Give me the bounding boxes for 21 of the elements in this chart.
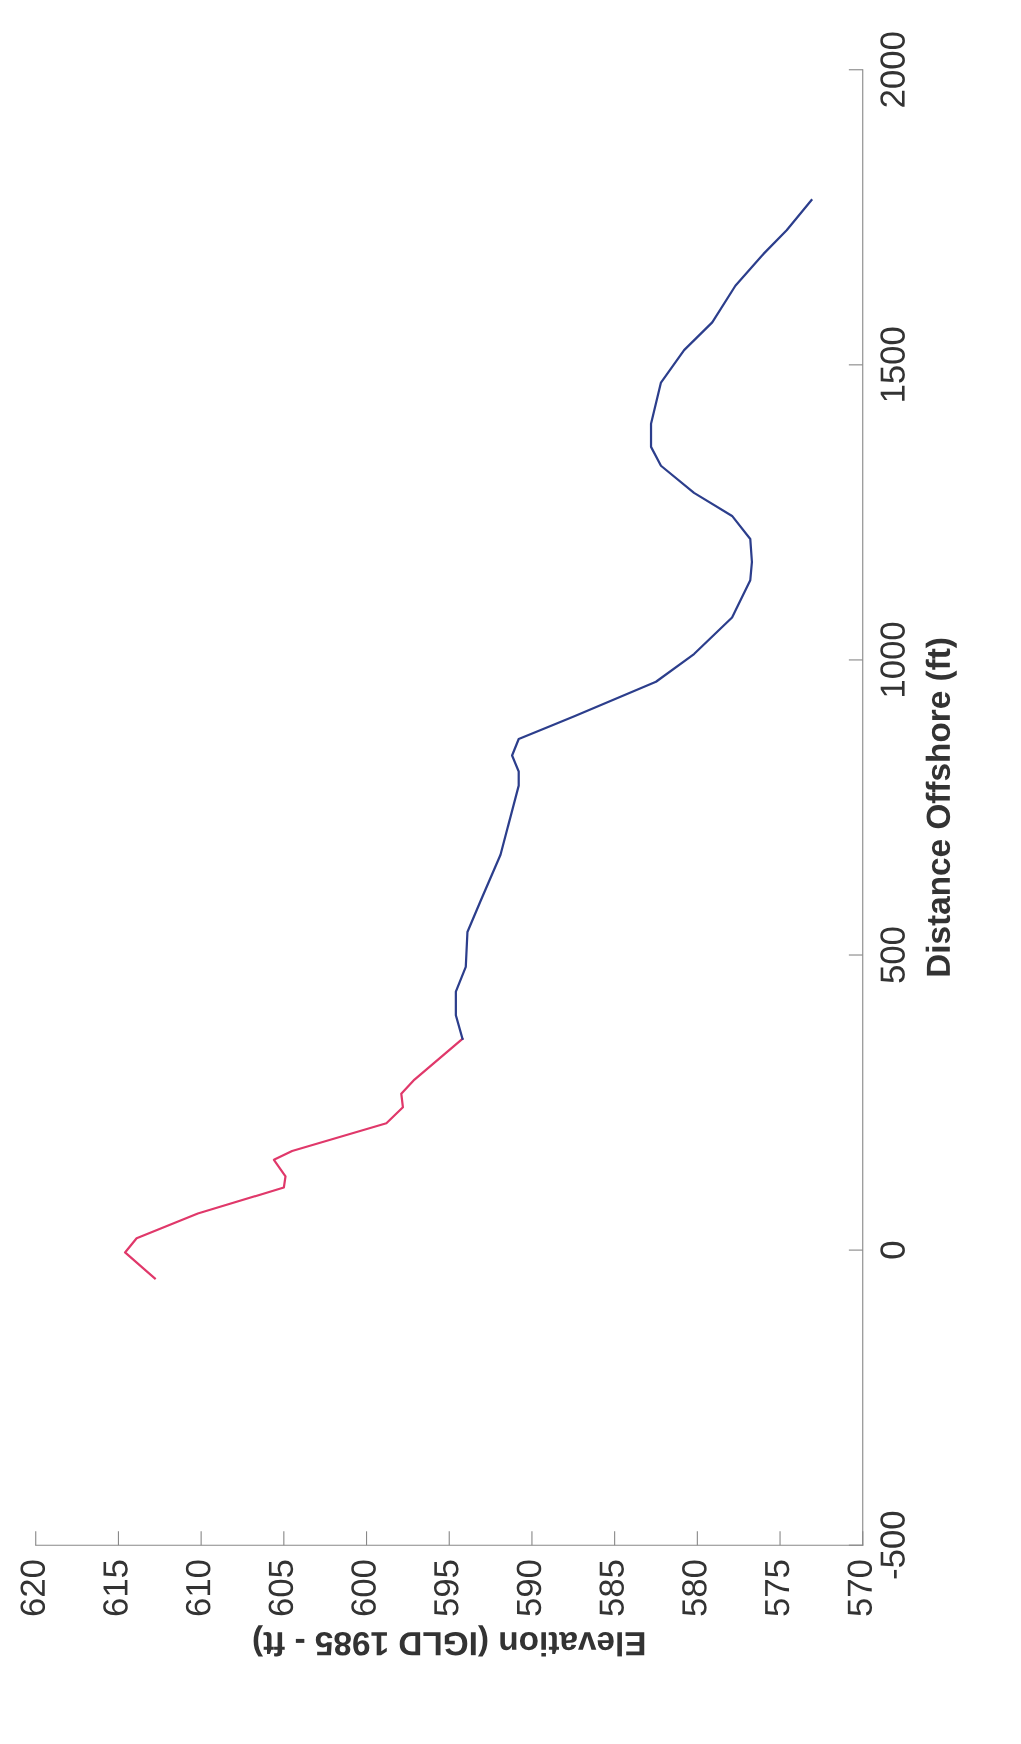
x-tick-label: 605: [268, 1560, 294, 1616]
y-tick-label: 1500: [880, 327, 905, 401]
y-tick-label: 500: [880, 927, 905, 983]
x-tick-label: 570: [847, 1560, 873, 1616]
x-tick-label: 590: [516, 1560, 542, 1616]
x-tick-label: 580: [682, 1560, 707, 1616]
x-tick-label: 620: [20, 1560, 46, 1616]
y-tick-label: 1000: [880, 622, 905, 696]
x-tick-label: 610: [185, 1560, 211, 1616]
y-tick-label: 2000: [880, 32, 905, 107]
x-tick-label: 615: [103, 1560, 128, 1616]
x-tick-label: 585: [599, 1560, 624, 1616]
line-series: [454, 199, 813, 1040]
x-tick-label: 575: [765, 1560, 790, 1616]
y-tick-label: -500: [880, 1511, 905, 1579]
line-series: [123, 1037, 464, 1280]
x-tick-label: 595: [433, 1560, 459, 1616]
y-axis-title: Distance Offshore (ft): [925, 638, 957, 976]
y-tick-label: 0: [880, 1241, 905, 1259]
x-axis-title: Elevation (IGLD 1985 - ft): [253, 1625, 645, 1657]
x-tick-label: 600: [351, 1560, 376, 1616]
